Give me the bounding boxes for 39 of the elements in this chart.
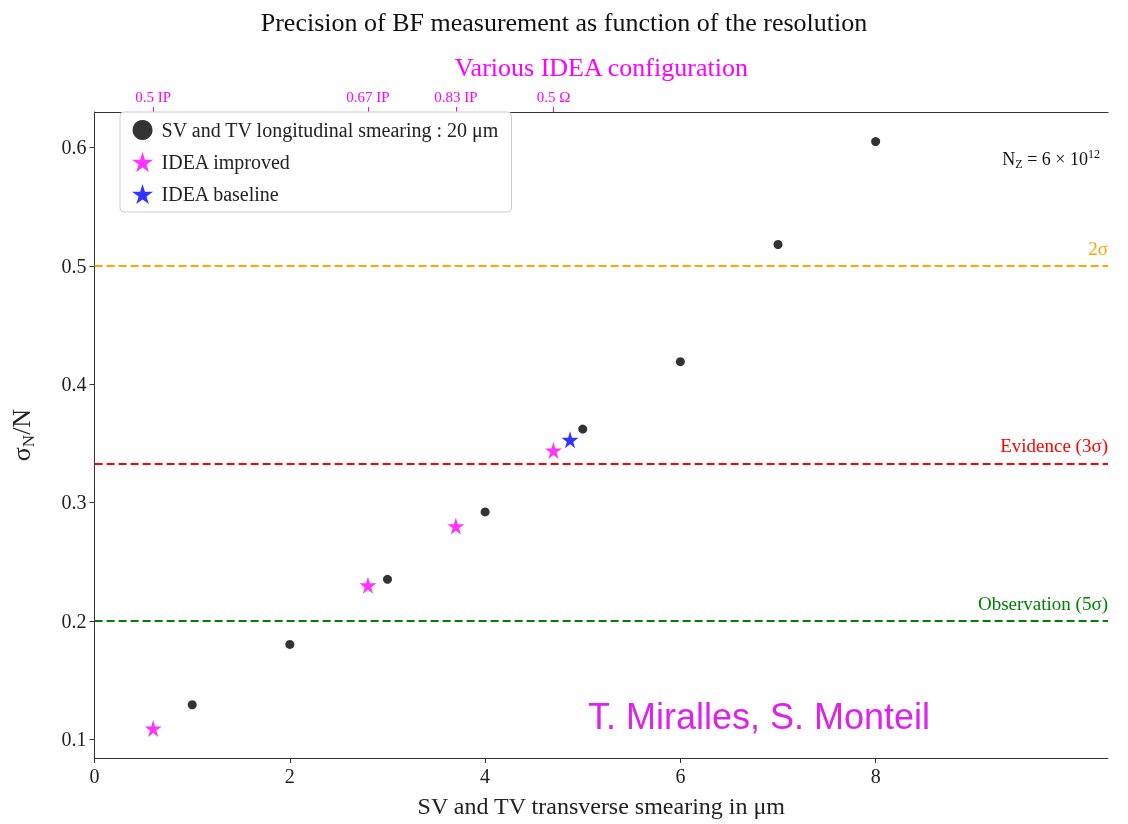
text: 0.83 IP <box>434 88 478 105</box>
y-axis-title: σN/N <box>6 408 38 462</box>
y-tick-label: 0.6 <box>61 136 87 159</box>
chart-title: Precision of BF measurement as function of the resolution <box>260 7 868 37</box>
point <box>675 357 685 367</box>
legend-label: IDEA improved <box>161 151 290 174</box>
text: 0.5 IP <box>135 88 172 105</box>
y-tick-label: 0.3 <box>61 491 87 514</box>
y-tick-label: 0.4 <box>61 373 87 396</box>
point <box>544 441 562 459</box>
x-axis-title: SV and TV transverse smearing in μm <box>417 793 786 819</box>
point <box>359 576 377 594</box>
y-tick-label: 0.5 <box>61 254 87 277</box>
legend-label: IDEA baseline <box>161 183 279 205</box>
point <box>773 240 783 250</box>
y-tick-label: 0.2 <box>61 609 87 632</box>
x-tick-label: 0 <box>89 765 100 787</box>
point <box>144 719 162 737</box>
y-tick-label: 0.1 <box>61 728 87 751</box>
x2-axis-title: Various IDEA configuration <box>454 52 748 82</box>
x-tick-label: 4 <box>480 765 491 787</box>
ref-line-label: 2σ <box>1088 237 1108 259</box>
point <box>447 517 465 535</box>
x-tick-label: 2 <box>284 765 295 787</box>
point <box>871 137 881 147</box>
ref-line-label: Evidence (3σ) <box>1000 435 1108 458</box>
point <box>187 700 197 710</box>
point <box>285 639 295 649</box>
x-tick-label: 6 <box>675 765 686 787</box>
point <box>383 574 392 584</box>
ref-line-label: Observation (5σ) <box>977 592 1108 615</box>
text: 0.5 Ω <box>536 88 571 105</box>
text: 0.67 IP <box>346 88 390 105</box>
point <box>578 424 588 434</box>
annotation: T. Miralles, S. Monteil <box>588 695 931 737</box>
point <box>480 507 490 517</box>
legend-label: SV and TV longitudinal smearing : 20 μm <box>161 119 499 142</box>
x-tick-label: 8 <box>870 765 881 787</box>
point <box>561 431 579 449</box>
